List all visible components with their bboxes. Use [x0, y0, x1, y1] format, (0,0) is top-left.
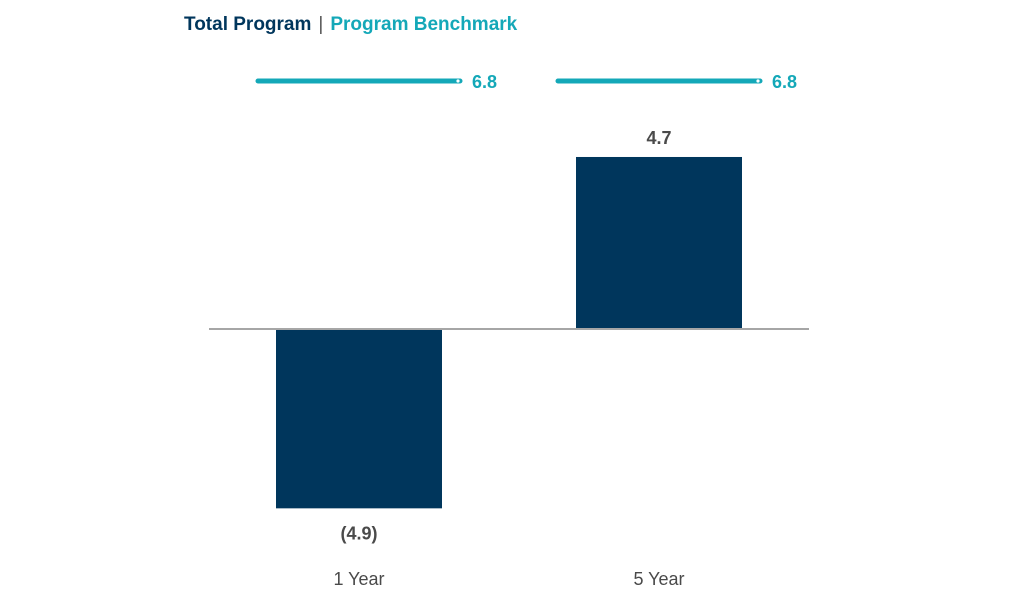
bar-value-label-2: 4.7	[646, 128, 671, 148]
legend-separator: |	[318, 14, 324, 35]
benchmark-value-label-2: 6.8	[772, 72, 797, 92]
x-tick-label-1: 1 Year	[333, 569, 384, 589]
bar-value-label-1: (4.9)	[340, 523, 377, 543]
chart-legend: Total Program | Program Benchmark	[184, 14, 517, 36]
bar-2	[576, 156, 742, 329]
x-tick-label-2: 5 Year	[633, 569, 684, 589]
benchmark-marker-2	[756, 79, 760, 83]
benchmark-marker-1	[456, 79, 460, 83]
benchmark-value-label-1: 6.8	[472, 72, 497, 92]
legend-program-benchmark: Program Benchmark	[330, 14, 518, 35]
legend-total-program: Total Program	[184, 14, 312, 35]
bar-1	[276, 329, 442, 509]
